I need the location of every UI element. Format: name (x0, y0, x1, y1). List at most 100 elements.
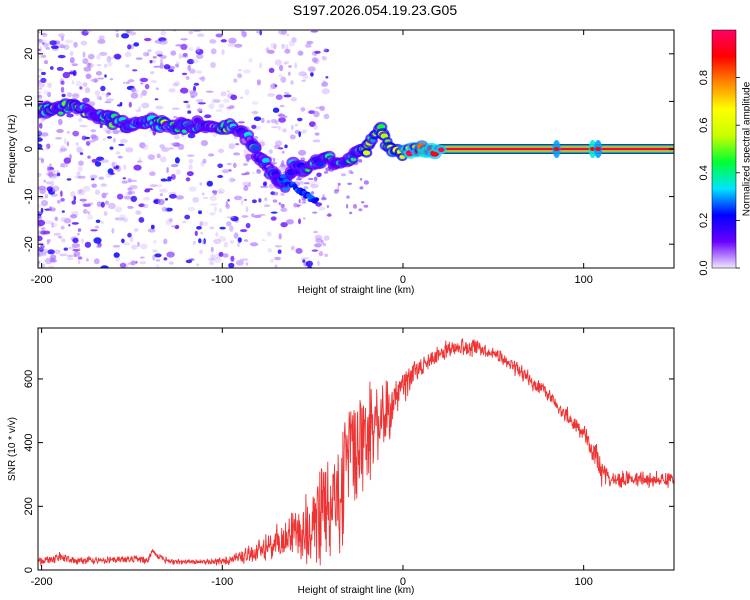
spectrogram-noise-blob (53, 223, 58, 228)
spectrogram-noise-blob (310, 72, 314, 77)
spectrogram-noise-blob (129, 179, 138, 182)
spectrogram-noise-blob (358, 208, 363, 212)
spectrogram-noise-blob (188, 164, 193, 171)
spectrogram-noise-blob (77, 260, 81, 265)
spectrogram-noise-blob (298, 71, 307, 77)
spectrogram-noise-blob (346, 195, 350, 199)
spectrogram-noise-blob (155, 105, 164, 110)
spectrogram-noise-blob (73, 41, 78, 48)
spectrogram-noise-blob (38, 68, 43, 72)
spectrogram-noise-blob (240, 199, 244, 206)
spectrogram-noise-blob (270, 119, 278, 124)
x-tick-label: 0 (400, 576, 406, 588)
spectrogram-noise-blob (251, 213, 255, 218)
x-tick-label: -200 (31, 576, 53, 588)
spectrogram-noise-blob (152, 249, 158, 253)
spectrogram-noise-blob (60, 198, 65, 202)
spectrogram-noise-blob (233, 195, 243, 201)
spectrogram-noise-blob (100, 265, 109, 268)
spectrogram-noise-blob (294, 129, 300, 134)
spectrogram-noise-blob (43, 90, 49, 95)
spectrogram-noise-blob (237, 241, 240, 248)
spectrogram-noise-blob (210, 61, 216, 69)
spectrogram-noise-blob (107, 60, 113, 67)
spectrogram-noise-blob (45, 145, 49, 151)
spectrogram-noise-blob (135, 260, 138, 264)
spectrogram-noise-blob (259, 185, 269, 188)
spectrogram-noise-blob (159, 188, 168, 193)
spectrogram-noise-blob (133, 42, 140, 47)
spectrogram-noise-blob (78, 189, 83, 194)
spectrogram-noise-blob (90, 78, 99, 83)
spectrogram-noise-blob (171, 107, 180, 111)
spectrogram-noise-blob (306, 40, 314, 45)
spectrogram-noise-blob (59, 165, 65, 168)
spectrogram-noise-blob (227, 42, 236, 47)
spectrogram-noise-blob (253, 116, 262, 122)
spectrogram-noise-blob (150, 71, 155, 75)
spectrogram-noise-blob (278, 30, 287, 35)
spectrogram-noise-blob (99, 183, 108, 188)
spectrogram-noise-blob (82, 185, 91, 192)
spectrogram-noise-blob (44, 60, 48, 65)
spectrogram-noise-blob (128, 101, 132, 108)
spectrogram-noise-blob (313, 176, 318, 182)
spectrogram-noise-blob (273, 44, 277, 50)
spectrogram-noise-blob (290, 80, 294, 85)
spectrogram-noise-blob (101, 192, 107, 199)
spectrogram-noise-blob (38, 122, 43, 129)
spectrogram-noise-blob (192, 240, 196, 246)
spectrogram-noise-blob (314, 50, 321, 54)
spectrogram-noise-blob (266, 231, 272, 237)
spectrogram-noise-blob (39, 46, 42, 52)
spectrogram-noise-blob (43, 43, 49, 48)
spectrogram-noise-blob (323, 113, 330, 120)
spectrogram-noise-blob (86, 140, 95, 143)
spectrogram-noise-blob (123, 195, 132, 200)
spectrogram-noise-blob (96, 201, 102, 208)
spectrogram-noise-blob (60, 217, 68, 223)
spectrogram-noise-blob (84, 241, 92, 248)
spectrogram-noise-blob (113, 166, 119, 170)
spectrogram-noise-blob (83, 66, 92, 72)
spectrogram-noise-blob (139, 77, 149, 83)
spectrogram-noise-blob (62, 71, 70, 79)
spectrogram-noise-blob (82, 82, 88, 87)
spectrogram-noise-blob (122, 81, 126, 85)
spectrogram-noise-blob (156, 153, 161, 159)
spectrogram-noise-blob (195, 99, 204, 103)
spectrogram-noise-blob (218, 251, 224, 257)
spectrogram-noise-blob (104, 101, 112, 104)
spectrogram-noise-blob (291, 124, 294, 131)
spectrogram-noise-blob (233, 78, 238, 83)
spectrogram-noise-blob (41, 132, 49, 137)
spectrogram-noise-blob (49, 163, 52, 168)
spectrogram-noise-blob (77, 232, 80, 236)
spectrogram-noise-blob (78, 160, 84, 166)
spectrogram-noise-blob (91, 135, 99, 142)
spectrogram-noise-blob (163, 64, 171, 70)
spectrogram-noise-blob (104, 74, 107, 78)
spectrogram-noise-blob (240, 229, 248, 233)
spectrogram-noise-blob (314, 132, 320, 136)
spectrogram-noise-blob (46, 186, 54, 192)
spectrogram-noise-blob (87, 214, 93, 220)
spectrogram-noise-blob (87, 155, 91, 159)
spectrogram-noise-blob (54, 249, 61, 255)
y-tick-label: 400 (23, 433, 35, 451)
spectrogram-noise-blob (234, 43, 243, 48)
snr-background (38, 328, 674, 570)
spectrogram-noise-blob (41, 33, 46, 36)
spectrogram-noise-blob (301, 201, 307, 204)
spectrogram-ridge-branch (280, 174, 286, 179)
spectrogram-noise-blob (56, 169, 59, 174)
spectrogram-noise-blob (112, 137, 117, 143)
spectrogram-noise-blob (96, 54, 101, 60)
spectrogram-noise-blob (200, 140, 208, 147)
spectrogram-noise-blob (317, 203, 321, 208)
spectrogram-noise-blob (209, 212, 216, 216)
spectrogram-noise-blob (313, 124, 318, 130)
spectrogram-noise-blob (251, 172, 255, 175)
spectrogram-noise-blob (199, 221, 203, 227)
